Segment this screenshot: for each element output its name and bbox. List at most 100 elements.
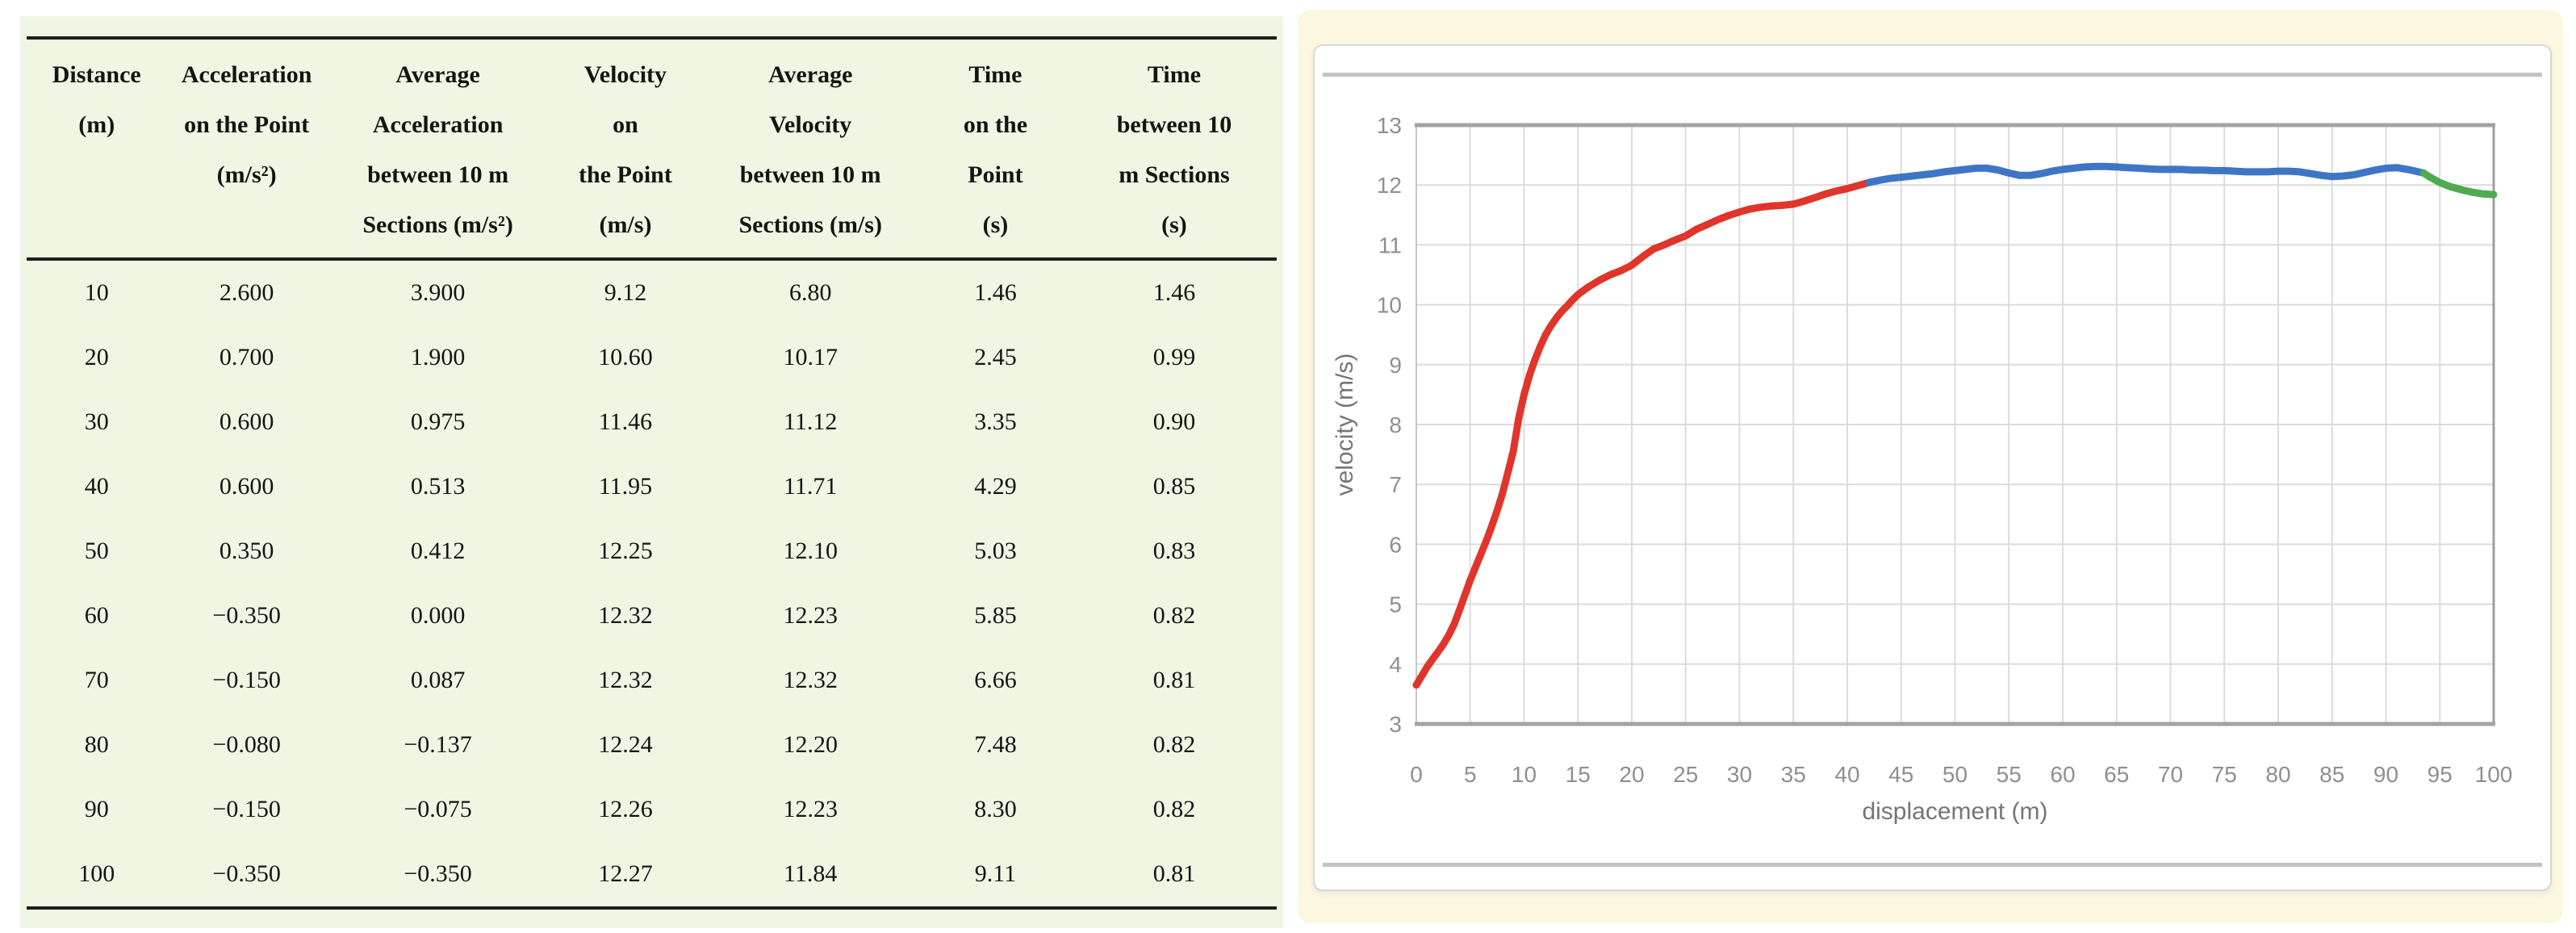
table-cell-time-sections: 0.81 xyxy=(1152,667,1196,693)
table-cell-time-sections: 0.82 xyxy=(1152,796,1196,822)
table-row: 10 2.600 3.900 9.12 6.80 1.46 1.46 xyxy=(27,259,1277,325)
x-tick-label: 25 xyxy=(1673,762,1698,787)
table-cell-distance: 80 xyxy=(84,731,109,758)
column-header-avg-accel-sections: Average Acceleration between 10 m Sectio… xyxy=(362,61,513,238)
table-cell-velocity-point: 12.26 xyxy=(598,796,653,822)
table-cell-avg-velocity-sections: 11.71 xyxy=(784,473,838,500)
table-cell-distance: 60 xyxy=(84,602,109,629)
y-tick-label: 13 xyxy=(1377,113,1402,138)
table-cell-accel-point: 0.350 xyxy=(219,538,274,564)
table-cell-time-sections: 0.82 xyxy=(1152,731,1196,758)
table-row: 70 −0.150 0.087 12.32 12.32 6.66 0.81 xyxy=(27,648,1277,713)
table-cell-avg-velocity-sections: 10.17 xyxy=(783,344,838,370)
y-tick-label: 6 xyxy=(1389,532,1402,557)
table-cell-velocity-point: 12.32 xyxy=(598,602,653,629)
series-acceleration-phase xyxy=(1412,178,1873,689)
y-tick-label: 8 xyxy=(1389,412,1402,437)
table-cell-velocity-point: 12.25 xyxy=(598,538,653,564)
table-cell-time-point: 1.46 xyxy=(974,279,1017,306)
physics-table: Distance (m) Acceleration on the Point (m… xyxy=(27,36,1277,910)
x-tick-label: 60 xyxy=(2050,762,2075,787)
table-cell-time-sections: 0.85 xyxy=(1152,473,1196,500)
x-tick-label: 90 xyxy=(2373,762,2398,787)
chart-panel: 0 5 10 15 20 25 30 35 40 45 50 55 60 65 70 75 80 85 90 95 10… xyxy=(1291,0,2576,933)
x-tick-label: 5 xyxy=(1464,762,1477,787)
table-cell-time-sections: 0.83 xyxy=(1152,538,1196,564)
column-header-time-sections: Time between 10 m Sections (s) xyxy=(1116,61,1232,238)
y-tick-label: 12 xyxy=(1377,173,1402,198)
table-row: 40 0.600 0.513 11.95 11.71 4.29 0.85 xyxy=(27,454,1277,519)
y-tick-label: 11 xyxy=(1378,232,1402,257)
table-cell-accel-point: 0.600 xyxy=(219,408,274,435)
y-axis-title: velocity (m/s) xyxy=(1332,354,1358,496)
table-cell-distance: 100 xyxy=(78,860,115,887)
x-tick-label: 100 xyxy=(2475,762,2513,787)
table-cell-time-sections: 0.99 xyxy=(1152,344,1196,370)
table-cell-time-sections: 0.81 xyxy=(1152,860,1196,887)
table-cell-accel-point: −0.350 xyxy=(212,860,281,887)
table-row: 60 −0.350 0.000 12.32 12.23 5.85 0.82 xyxy=(27,584,1277,648)
table-row: 30 0.600 0.975 11.46 11.12 3.35 0.90 xyxy=(27,390,1277,454)
series-deceleration-phase xyxy=(2419,169,2498,199)
table-cell-distance: 30 xyxy=(84,408,109,435)
data-table-panel: Distance (m) Acceleration on the Point (m… xyxy=(20,16,1283,928)
table-cell-distance: 40 xyxy=(84,473,109,500)
table-cell-velocity-point: 11.95 xyxy=(598,473,653,500)
table-cell-avg-accel-sections: −0.075 xyxy=(404,796,472,822)
table-cell-avg-velocity-sections: 11.12 xyxy=(784,408,838,435)
table-cell-time-sections: 0.82 xyxy=(1152,602,1196,629)
table-cell-avg-velocity-sections: 6.80 xyxy=(788,279,832,306)
chart-top-edge xyxy=(1323,73,2542,77)
table-cell-velocity-point: 12.32 xyxy=(598,667,653,693)
column-header-accel-point: Acceleration on the Point (m/s²) xyxy=(181,61,312,188)
table-cell-accel-point: −0.150 xyxy=(212,667,281,693)
table-row: 80 −0.080 −0.137 12.24 12.20 7.48 0.82 xyxy=(27,713,1277,777)
table-cell-accel-point: 2.600 xyxy=(219,279,274,306)
velocity-displacement-chart: 0 5 10 15 20 25 30 35 40 45 50 55 60 65 70 75 80 85 90 95 10… xyxy=(1332,113,2513,825)
table-row: 90 −0.150 −0.075 12.26 12.23 8.30 0.82 xyxy=(27,777,1277,842)
table-cell-time-point: 8.30 xyxy=(974,796,1017,822)
table-cell-distance: 20 xyxy=(84,344,109,370)
x-tick-label: 10 xyxy=(1512,762,1537,787)
table-cell-velocity-point: 12.24 xyxy=(598,731,653,758)
table-cell-avg-velocity-sections: 12.20 xyxy=(783,731,838,758)
x-tick-label: 95 xyxy=(2428,762,2453,787)
x-axis-title: displacement (m) xyxy=(1862,798,2047,825)
table-cell-avg-accel-sections: 0.513 xyxy=(410,473,466,500)
table-cell-time-sections: 1.46 xyxy=(1152,279,1196,306)
column-header-velocity-point: Velocity on the Point (m/s) xyxy=(579,61,672,238)
table-cell-time-point: 5.03 xyxy=(974,538,1017,564)
table-cell-accel-point: −0.080 xyxy=(212,731,281,758)
table-cell-time-sections: 0.90 xyxy=(1152,408,1196,435)
table-cell-avg-velocity-sections: 12.32 xyxy=(783,667,838,693)
table-cell-distance: 70 xyxy=(84,667,109,693)
table-cell-avg-velocity-sections: 12.23 xyxy=(783,796,838,822)
table-cell-avg-accel-sections: 0.975 xyxy=(410,408,466,435)
x-tick-label: 75 xyxy=(2212,762,2237,787)
table-cell-velocity-point: 10.60 xyxy=(598,344,653,370)
column-header-distance: Distance (m) xyxy=(52,61,141,138)
table-cell-avg-velocity-sections: 11.84 xyxy=(784,860,838,887)
column-header-time-point: Time on the Point (s) xyxy=(963,61,1028,238)
table-cell-time-point: 5.85 xyxy=(974,602,1017,629)
x-tick-label: 45 xyxy=(1888,762,1913,787)
table-cell-avg-accel-sections: 0.412 xyxy=(410,538,466,564)
table-cell-accel-point: 0.700 xyxy=(219,344,274,370)
y-tick-label: 3 xyxy=(1389,712,1402,737)
y-tick-label: 5 xyxy=(1389,592,1402,617)
table-cell-avg-accel-sections: −0.137 xyxy=(404,731,472,758)
table-cell-velocity-point: 9.12 xyxy=(604,279,647,306)
physics-table-body: 10 2.600 3.900 9.12 6.80 1.46 1.46 20 0.700 1.900… xyxy=(27,259,1277,908)
table-row: 100 −0.350 −0.350 12.27 11.84 9.11 0.81 xyxy=(27,842,1277,908)
chart-bottom-edge xyxy=(1323,863,2542,867)
table-cell-avg-accel-sections: 0.000 xyxy=(410,602,466,629)
x-tick-label: 15 xyxy=(1566,762,1591,787)
table-cell-time-point: 3.35 xyxy=(974,408,1017,435)
table-cell-accel-point: 0.600 xyxy=(219,473,274,500)
x-tick-label: 30 xyxy=(1727,762,1752,787)
column-header-avg-velocity-sections: Average Velocity between 10 m Sections (… xyxy=(738,61,882,238)
x-tick-label: 35 xyxy=(1781,762,1806,787)
table-cell-distance: 90 xyxy=(84,796,109,822)
header-row: Distance (m) Acceleration on the Point (m… xyxy=(27,38,1277,259)
table-row: 50 0.350 0.412 12.25 12.10 5.03 0.83 xyxy=(27,519,1277,584)
